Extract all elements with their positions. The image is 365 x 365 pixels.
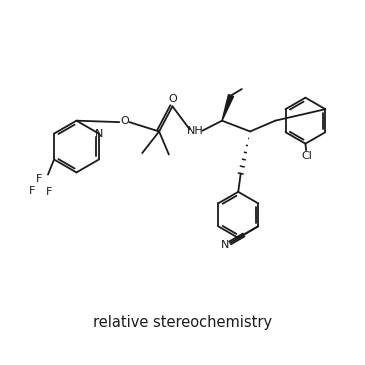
Text: F: F [35,174,42,184]
Text: NH: NH [187,126,203,137]
Text: N: N [221,241,230,250]
Text: F: F [28,186,35,196]
Text: F: F [46,187,52,197]
Text: relative stereochemistry: relative stereochemistry [93,315,272,330]
Text: O: O [120,116,128,126]
Polygon shape [222,95,234,121]
Text: Cl: Cl [301,150,312,161]
Text: N: N [95,128,103,139]
Text: O: O [169,94,177,104]
